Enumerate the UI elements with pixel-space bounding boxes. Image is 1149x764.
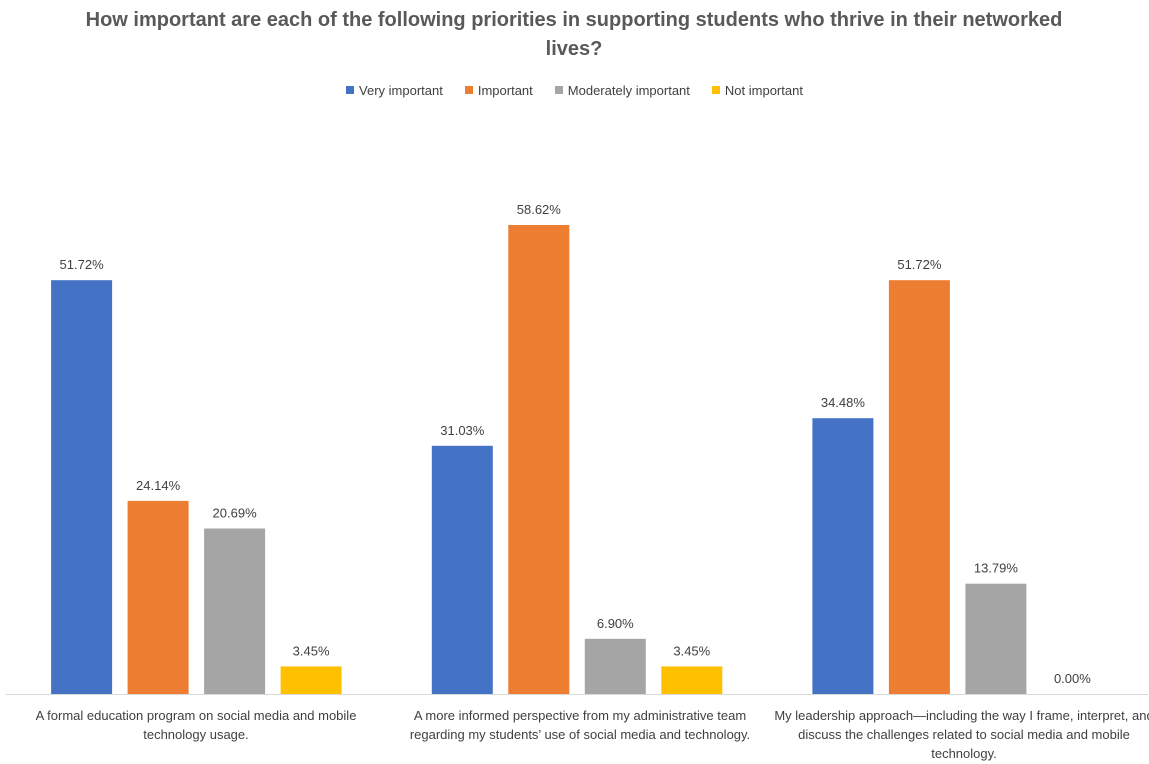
legend-item-important: Important xyxy=(464,82,533,98)
legend: Very important Important Moderately impo… xyxy=(0,80,1149,100)
data-label-not-important-group-2: 3.45% xyxy=(673,643,710,658)
bar-not-important-group-2 xyxy=(661,666,723,694)
bar-moderately-important-group-1 xyxy=(204,528,266,694)
data-label-not-important-group-3: 0.00% xyxy=(1054,671,1091,686)
bar-important-group-2 xyxy=(508,225,570,694)
bar-moderately-important-group-3 xyxy=(965,583,1027,694)
chart-title: How important are each of the following … xyxy=(85,9,1063,60)
bar-important-group-3 xyxy=(888,280,950,694)
data-label-not-important-group-1: 3.45% xyxy=(293,643,330,658)
legend-item-not-important: Not important xyxy=(711,82,803,98)
bar-very-important-group-2 xyxy=(431,445,493,694)
legend-item-moderately-important: Moderately important xyxy=(554,82,690,98)
category-label-informed-perspective: A more informed perspective from my admi… xyxy=(409,708,751,742)
data-label-very-important-group-1: 51.72% xyxy=(60,257,105,272)
legend-label-not-important: Not important xyxy=(724,82,803,98)
data-label-moderately-important-group-1: 20.69% xyxy=(213,506,258,521)
bar-very-important-group-3 xyxy=(812,418,874,694)
data-label-moderately-important-group-3: 13.79% xyxy=(974,561,1019,576)
legend-swatch-moderately-important xyxy=(554,86,563,94)
data-label-important-group-1: 24.14% xyxy=(136,478,181,493)
data-label-important-group-3: 51.72% xyxy=(897,257,942,272)
data-label-very-important-group-2: 31.03% xyxy=(440,423,485,438)
data-label-important-group-2: 58.62% xyxy=(517,202,562,217)
legend-swatch-important xyxy=(464,86,473,94)
legend-item-very-important: Very important xyxy=(346,83,443,98)
bar-moderately-important-group-2 xyxy=(584,638,646,694)
bar-very-important-group-1 xyxy=(51,280,113,694)
legend-swatch-very-important xyxy=(346,86,355,94)
category-label-leadership-approach: My leadership approach—including the way… xyxy=(774,708,1149,761)
legend-label-important: Important xyxy=(477,82,533,98)
data-label-moderately-important-group-2: 6.90% xyxy=(597,616,634,631)
data-label-very-important-group-3: 34.48% xyxy=(821,395,866,410)
legend-label-moderately-important: Moderately important xyxy=(567,82,690,98)
legend-swatch-not-important xyxy=(711,86,720,94)
category-label-formal-education: A formal education program on social med… xyxy=(35,708,357,742)
legend-label-very-important: Very important xyxy=(359,82,443,98)
bar-important-group-1 xyxy=(127,500,189,694)
bar-not-important-group-1 xyxy=(280,666,342,694)
